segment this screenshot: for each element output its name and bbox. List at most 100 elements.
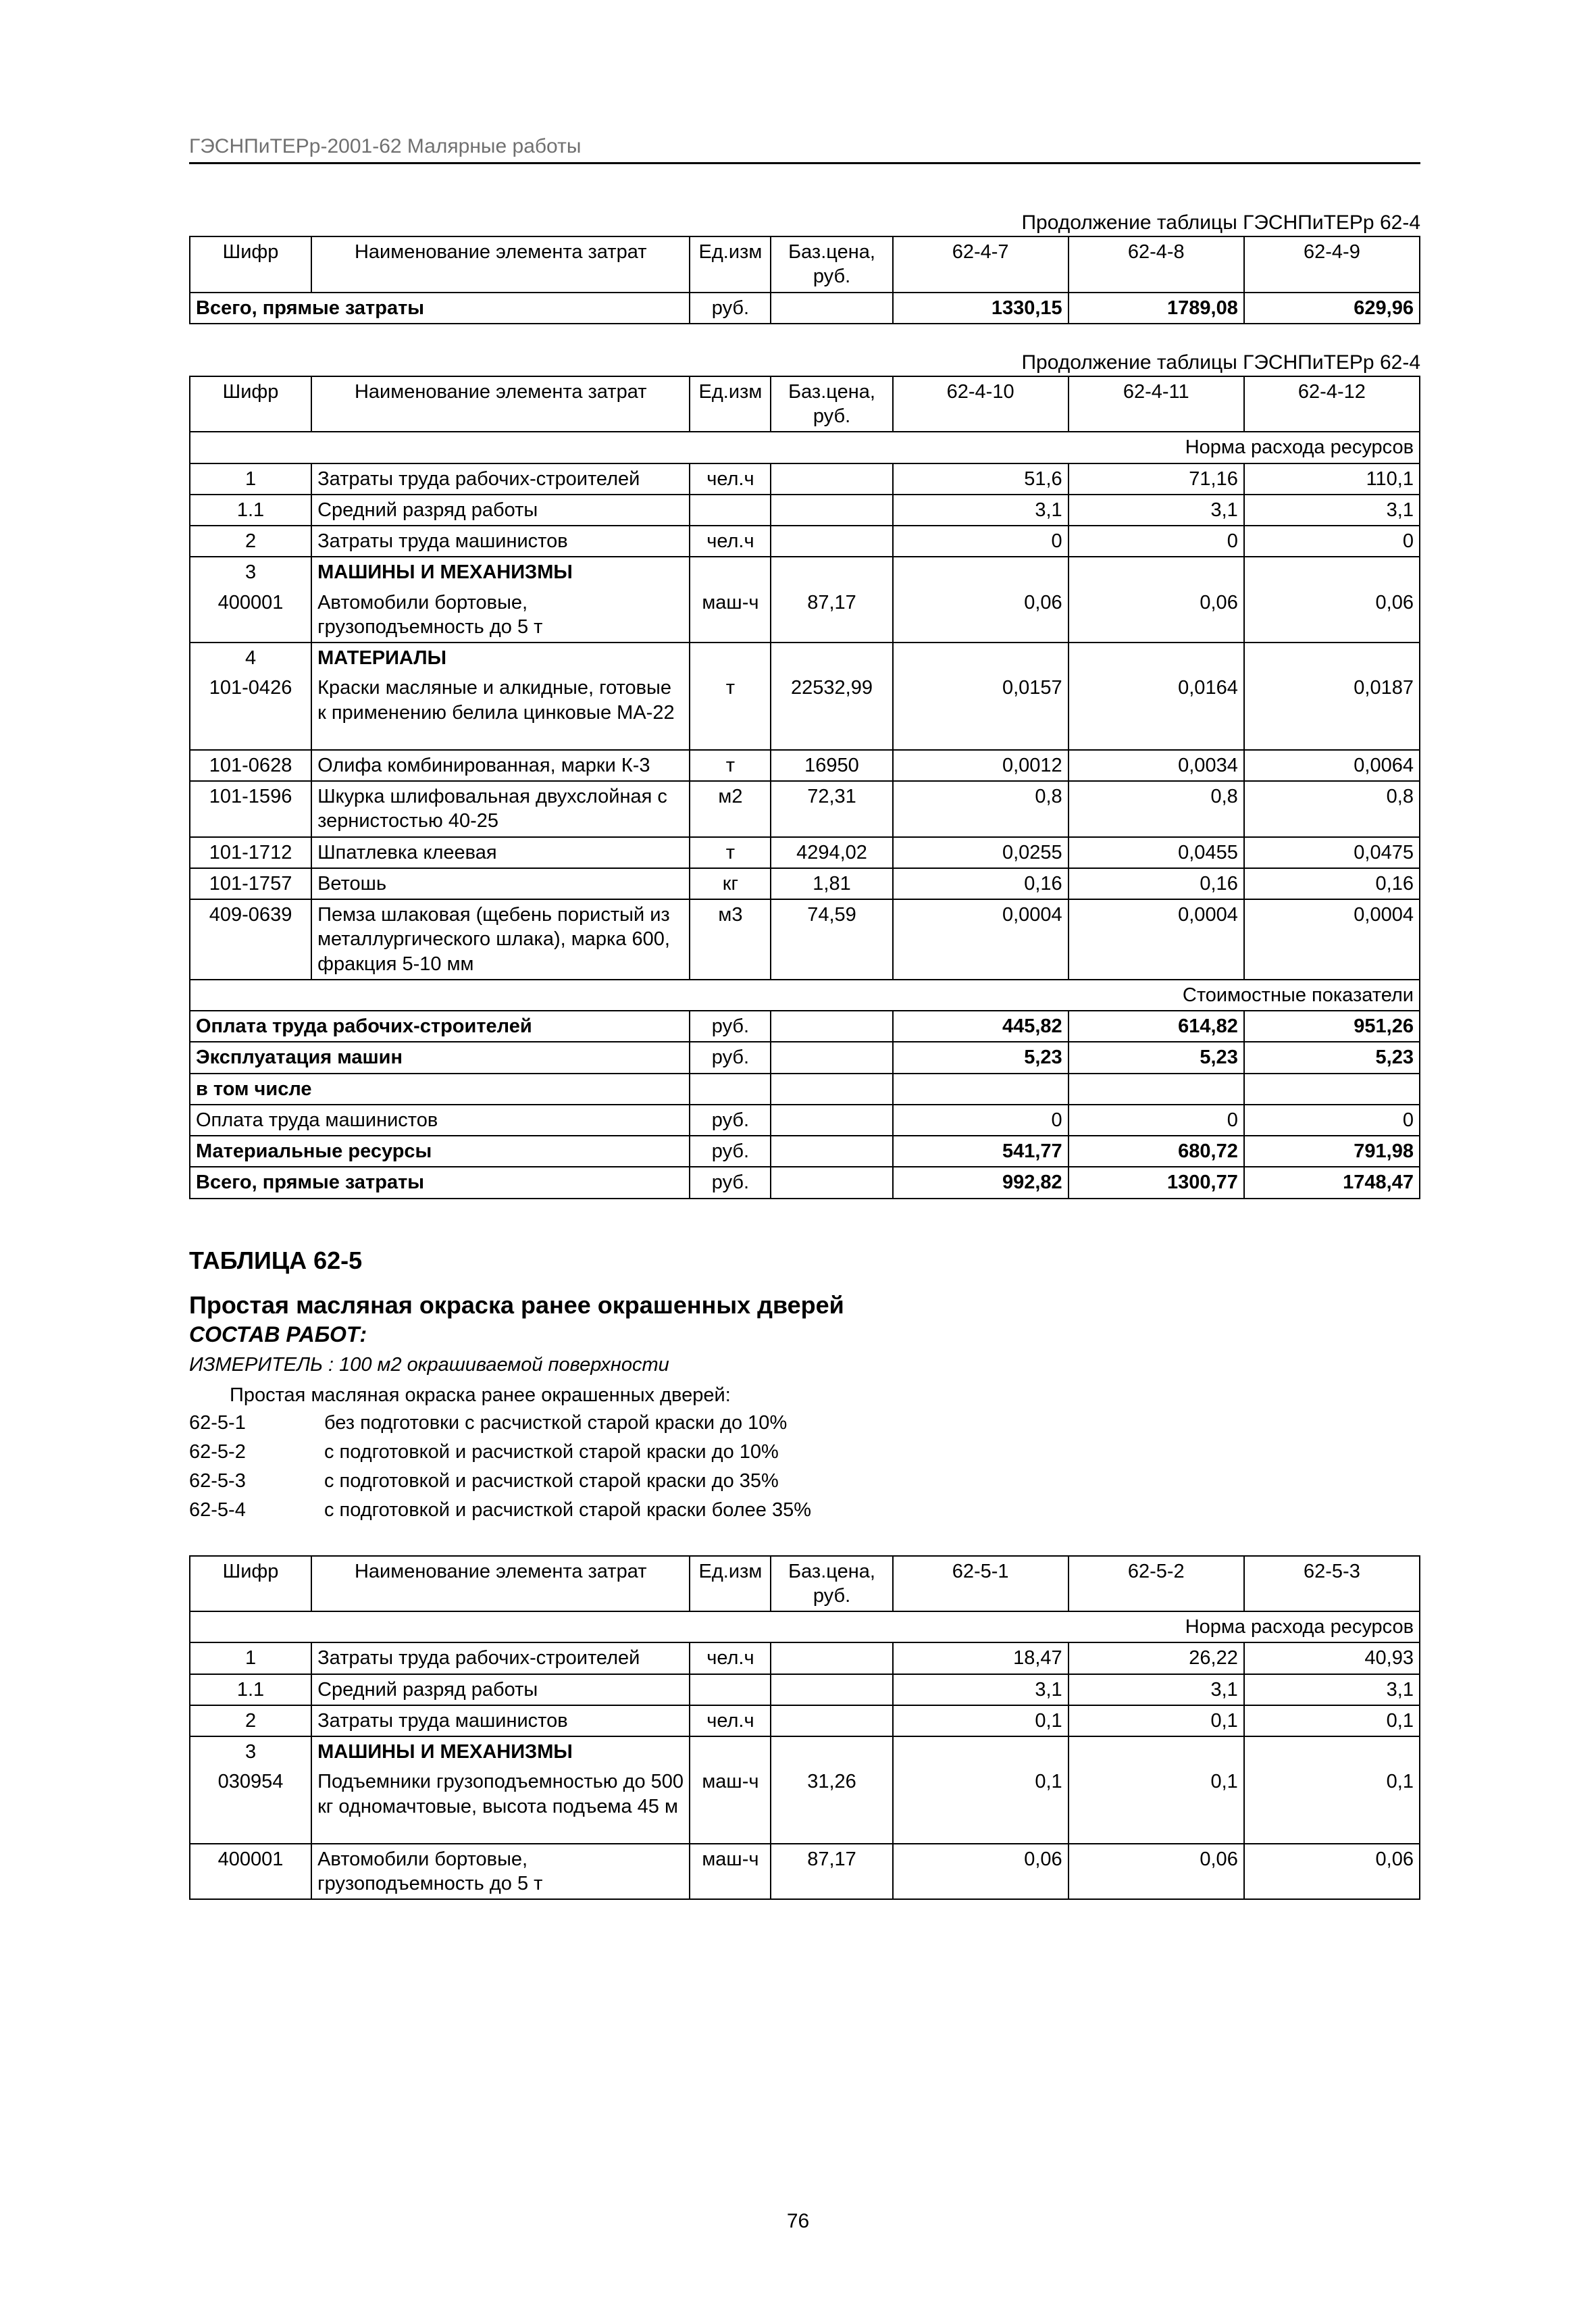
- row-price: 74,59: [771, 899, 892, 980]
- row-value: 3,1: [893, 495, 1069, 526]
- row-shifr: 3: [190, 1736, 311, 1767]
- row-unit: маш-ч: [690, 1844, 771, 1900]
- row-value: [1069, 557, 1244, 587]
- cost-row-price: [771, 1074, 892, 1105]
- row-price: [771, 643, 892, 673]
- cost-row-name: Материальные ресурсы: [190, 1136, 690, 1167]
- row-value: 0,0064: [1244, 750, 1420, 781]
- work-item: 62-5-3с подготовкой и расчисткой старой …: [189, 1470, 1420, 1492]
- row-unit: чел.ч: [690, 463, 771, 495]
- preamble: Простая масляная окраска ранее окрашенны…: [230, 1384, 1420, 1407]
- row-value: [1244, 557, 1420, 587]
- cost-row-value: 951,26: [1244, 1011, 1420, 1042]
- cost-row-unit: руб.: [690, 1105, 771, 1136]
- col-value: 62-4-12: [1244, 376, 1420, 432]
- row-price: [771, 293, 892, 324]
- col-unit: Ед.изм: [690, 376, 771, 432]
- work-code: 62-5-2: [189, 1441, 324, 1463]
- row-price: 4294,02: [771, 837, 892, 868]
- row-value: 3,1: [1069, 1674, 1244, 1705]
- work-list: 62-5-1без подготовки с расчисткой старой…: [189, 1412, 1420, 1521]
- col-value: 62-5-2: [1069, 1556, 1244, 1612]
- row-price: 72,31: [771, 781, 892, 837]
- cost-row-price: [771, 1042, 892, 1073]
- cost-row-name: Всего, прямые затраты: [190, 1167, 690, 1198]
- row-value: 0,1: [893, 1705, 1069, 1736]
- cost-row-value: 541,77: [893, 1136, 1069, 1167]
- row-value: 0,0004: [893, 899, 1069, 980]
- row-value: 18,47: [893, 1642, 1069, 1674]
- col-value: 62-4-7: [893, 236, 1069, 293]
- col-shifr: Шифр: [190, 236, 311, 293]
- row-price: [771, 557, 892, 587]
- cost-row-unit: руб.: [690, 1042, 771, 1073]
- row-shifr: 101-0628: [190, 750, 311, 781]
- row-value: 0: [893, 526, 1069, 557]
- row-value: 0,1: [1069, 1705, 1244, 1736]
- cost-row-name: в том числе: [190, 1074, 690, 1105]
- cost-row-price: [771, 1105, 892, 1136]
- work-text: без подготовки с расчисткой старой краск…: [324, 1412, 787, 1434]
- document-header: ГЭСНПиТЕРр-2001-62 Малярные работы: [189, 135, 1420, 164]
- col-name: Наименование элемента затрат: [311, 376, 690, 432]
- work-item: 62-5-1без подготовки с расчисткой старой…: [189, 1412, 1420, 1434]
- cost-row-value: 5,23: [1244, 1042, 1420, 1073]
- row-name: Автомобили бортовые, грузоподъемность до…: [311, 1844, 690, 1900]
- row-unit: [690, 643, 771, 673]
- cost-row-value: [893, 1074, 1069, 1105]
- row-price: [771, 463, 892, 495]
- row-price: 31,26: [771, 1767, 892, 1844]
- row-price: 16950: [771, 750, 892, 781]
- row-shifr: 1: [190, 1642, 311, 1674]
- row-unit: м2: [690, 781, 771, 837]
- row-value: 0,06: [1244, 588, 1420, 643]
- cost-row-value: 445,82: [893, 1011, 1069, 1042]
- row-value: 0,16: [1069, 868, 1244, 899]
- row-name: МАШИНЫ И МЕХАНИЗМЫ: [311, 557, 690, 587]
- band: Стоимостные показатели: [190, 980, 1420, 1011]
- row-shifr: 4: [190, 643, 311, 673]
- row-name: Пемза шлаковая (щебень пористый из метал…: [311, 899, 690, 980]
- row-value: 0: [1069, 526, 1244, 557]
- col-price: Баз.цена, руб.: [771, 236, 892, 293]
- row-name: Затраты труда машинистов: [311, 1705, 690, 1736]
- row-unit: м3: [690, 899, 771, 980]
- row-value: 51,6: [893, 463, 1069, 495]
- row-shifr: 400001: [190, 1844, 311, 1900]
- row-value: 0,0004: [1069, 899, 1244, 980]
- page: ГЭСНПиТЕРр-2001-62 Малярные работы Продо…: [0, 0, 1596, 2314]
- row-unit: т: [690, 750, 771, 781]
- cost-row-value: 0: [1069, 1105, 1244, 1136]
- row-price: 87,17: [771, 588, 892, 643]
- row-value: 0,06: [893, 1844, 1069, 1900]
- row-value: 0,1: [893, 1767, 1069, 1844]
- cost-row-price: [771, 1167, 892, 1198]
- cost-row-price: [771, 1136, 892, 1167]
- row-value: 3,1: [1244, 495, 1420, 526]
- row-price: [771, 1642, 892, 1674]
- row-shifr: 2: [190, 1705, 311, 1736]
- row-unit: кг: [690, 868, 771, 899]
- row-value: 0,0164: [1069, 673, 1244, 750]
- row-value: 0,0187: [1244, 673, 1420, 750]
- work-text: с подготовкой и расчисткой старой краски…: [324, 1441, 779, 1463]
- caption-prefix: Продолжение таблицы ГЭСНПиТЕРр: [1021, 211, 1380, 234]
- work-item: 62-5-4с подготовкой и расчисткой старой …: [189, 1499, 1420, 1521]
- col-price: Баз.цена, руб.: [771, 1556, 892, 1612]
- cost-row-name: Эксплуатация машин: [190, 1042, 690, 1073]
- row-value: 3,1: [1069, 495, 1244, 526]
- row-unit: [690, 1674, 771, 1705]
- row-value: [1069, 643, 1244, 673]
- row-value: 0: [1244, 526, 1420, 557]
- row-value: 0,16: [1244, 868, 1420, 899]
- row-unit: т: [690, 837, 771, 868]
- row-unit: чел.ч: [690, 1705, 771, 1736]
- col-name: Наименование элемента затрат: [311, 236, 690, 293]
- row-value: 0,0255: [893, 837, 1069, 868]
- row-name: Средний разряд работы: [311, 1674, 690, 1705]
- row-unit: чел.ч: [690, 526, 771, 557]
- row-shifr: 1.1: [190, 1674, 311, 1705]
- table3: ШифрНаименование элемента затратЕд.измБа…: [189, 1555, 1420, 1901]
- row-value: 26,22: [1069, 1642, 1244, 1674]
- cost-row-price: [771, 1011, 892, 1042]
